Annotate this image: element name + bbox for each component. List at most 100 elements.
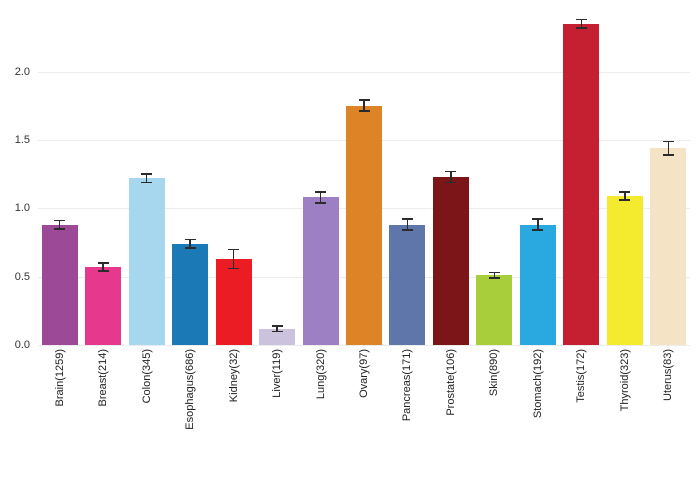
bar	[650, 148, 687, 345]
x-tick-cell: Esophagus(686)	[168, 349, 211, 477]
y-tick-label: 1.5	[14, 133, 30, 146]
error-bar-cap	[228, 248, 240, 251]
error-bar-cap	[662, 154, 674, 156]
error-bar-cap	[619, 199, 631, 201]
bar	[389, 224, 426, 345]
x-tick-label: Lung(320)	[314, 349, 327, 400]
x-tick-cell: Stomach(192)	[516, 349, 559, 477]
bar	[432, 176, 469, 345]
error-bar-cap	[54, 228, 66, 230]
x-tick-cell: Prostate(106)	[429, 349, 472, 477]
x-tick-cell: Thyroid(323)	[603, 349, 646, 477]
x-tick-label: Ovary(97)	[358, 349, 371, 398]
x-tick-cell: Kidney(32)	[212, 349, 255, 477]
error-bar	[580, 19, 583, 28]
error-bar-cap	[315, 191, 327, 193]
x-tick-label: Esophagus(686)	[184, 349, 197, 430]
error-bar-cap	[97, 262, 109, 264]
x-tick-cell: Brain(1259)	[38, 349, 81, 477]
x-tick-label: Uterus(83)	[662, 349, 675, 401]
bar	[215, 258, 252, 345]
bar	[41, 224, 78, 345]
error-bar	[450, 171, 452, 183]
error-bar-cap	[575, 27, 587, 29]
gridline	[38, 71, 690, 73]
y-tick-label: 0.5	[14, 270, 30, 283]
error-bar-cap	[97, 270, 109, 272]
x-tick-cell: Pancreas(171)	[386, 349, 429, 477]
x-tick-cell: Skin(890)	[473, 349, 516, 477]
error-bar-cap	[358, 99, 370, 101]
bar	[172, 243, 209, 345]
error-bar-cap	[141, 173, 153, 175]
error-bar	[537, 219, 539, 231]
x-tick-label: Testis(172)	[575, 349, 588, 403]
error-bar-cap	[184, 247, 196, 249]
bar	[259, 328, 296, 345]
gridline	[38, 345, 690, 346]
error-bar-cap	[662, 140, 674, 142]
error-bar-cap	[271, 325, 283, 327]
error-bar	[189, 239, 191, 248]
bar	[476, 275, 513, 345]
x-tick-label: Skin(890)	[488, 349, 501, 397]
error-bar-cap	[488, 277, 500, 279]
error-bar-cap	[445, 170, 457, 173]
error-bar	[58, 220, 61, 229]
error-bar-cap	[488, 271, 500, 274]
error-bar	[145, 174, 148, 183]
error-bar-cap	[141, 181, 153, 184]
error-bar-cap	[184, 238, 196, 241]
bar	[606, 195, 643, 345]
error-bar	[493, 272, 496, 278]
bar	[519, 224, 556, 345]
bar	[346, 105, 382, 345]
x-tick-cell: Lung(320)	[299, 349, 342, 477]
x-tick-label: Breast(214)	[97, 349, 110, 407]
error-bar-cap	[54, 219, 66, 222]
x-tick-cell: Breast(214)	[81, 349, 124, 477]
error-bar	[232, 249, 235, 269]
bar	[128, 178, 165, 345]
error-bar-cap	[271, 330, 283, 333]
error-bar	[319, 191, 322, 203]
error-bar	[624, 191, 626, 201]
error-bar-cap	[445, 181, 457, 184]
plot-area	[38, 10, 690, 346]
x-tick-label: Kidney(32)	[227, 349, 240, 403]
bar	[85, 267, 122, 345]
error-bar	[406, 219, 409, 231]
x-tick-label: Prostate(106)	[444, 349, 457, 416]
error-bar-cap	[532, 218, 544, 220]
error-bar	[102, 262, 104, 272]
x-tick-label: Liver(119)	[271, 349, 284, 398]
error-bar-cap	[532, 229, 544, 231]
x-tick-label: Pancreas(171)	[401, 349, 414, 422]
error-bar-cap	[228, 267, 240, 270]
y-tick-label: 1.0	[14, 202, 30, 215]
error-bar	[276, 325, 278, 332]
x-tick-cell: Uterus(83)	[647, 349, 690, 477]
y-tick-label: 0.0	[14, 339, 30, 351]
x-tick-cell: Colon(345)	[125, 349, 168, 477]
x-axis-labels: Brain(1259) Breast(214) Colon(345) Esophagu…	[38, 349, 690, 477]
bar	[302, 197, 339, 345]
x-tick-label: Thyroid(323)	[618, 349, 631, 412]
x-tick-cell: Liver(119)	[255, 349, 298, 477]
error-bar	[363, 100, 365, 112]
y-tick-label: 2.0	[14, 65, 30, 78]
error-bar-cap	[619, 191, 631, 193]
x-tick-label: Colon(345)	[140, 349, 153, 404]
x-tick-label: Stomach(192)	[531, 349, 544, 419]
error-bar-cap	[358, 110, 370, 112]
x-tick-label: Brain(1259)	[53, 349, 66, 407]
error-bar-cap	[401, 218, 413, 220]
error-bar-cap	[575, 18, 587, 21]
error-bar-cap	[315, 202, 327, 204]
x-tick-cell: Testis(172)	[560, 349, 603, 477]
bar	[563, 23, 600, 345]
x-tick-cell: Ovary(97)	[342, 349, 385, 477]
error-bar-cap	[401, 229, 413, 231]
error-bar	[667, 141, 670, 155]
